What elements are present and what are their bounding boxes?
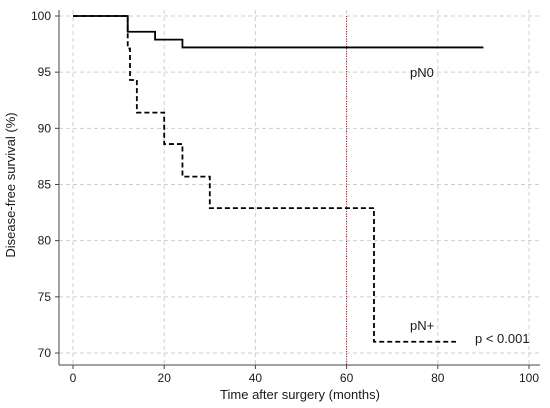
x-tick-label: 60: [340, 371, 354, 385]
series-label-pn-plus: pN+: [410, 318, 434, 333]
y-axis-label: Disease-free survival (%): [3, 112, 18, 257]
y-tick-label: 90: [38, 121, 52, 135]
y-tick-label: 75: [38, 290, 52, 304]
x-tick-label: 40: [249, 371, 263, 385]
series-label-pn0: pN0: [410, 65, 434, 80]
x-axis-label: Time after surgery (months): [220, 387, 380, 402]
y-tick-label: 80: [38, 234, 52, 248]
p-value-annotation: p < 0.001: [475, 331, 530, 346]
y-tick-label: 95: [38, 65, 52, 79]
series-line-pn-plus: [73, 15, 457, 343]
series-group: [73, 15, 484, 343]
tick-labels: 0 20 40 60 80 100 70 75 80 85 90 95 100: [31, 9, 539, 385]
grid: [59, 10, 540, 365]
y-tick-label: 100: [31, 9, 51, 23]
x-tick-label: 100: [519, 371, 539, 385]
x-tick-label: 20: [158, 371, 172, 385]
x-tick-label: 80: [431, 371, 445, 385]
y-tick-label: 85: [38, 178, 52, 192]
axes: [55, 10, 540, 369]
y-tick-label: 70: [38, 346, 52, 360]
x-tick-label: 0: [70, 371, 77, 385]
series-line-pn0: [73, 15, 484, 49]
